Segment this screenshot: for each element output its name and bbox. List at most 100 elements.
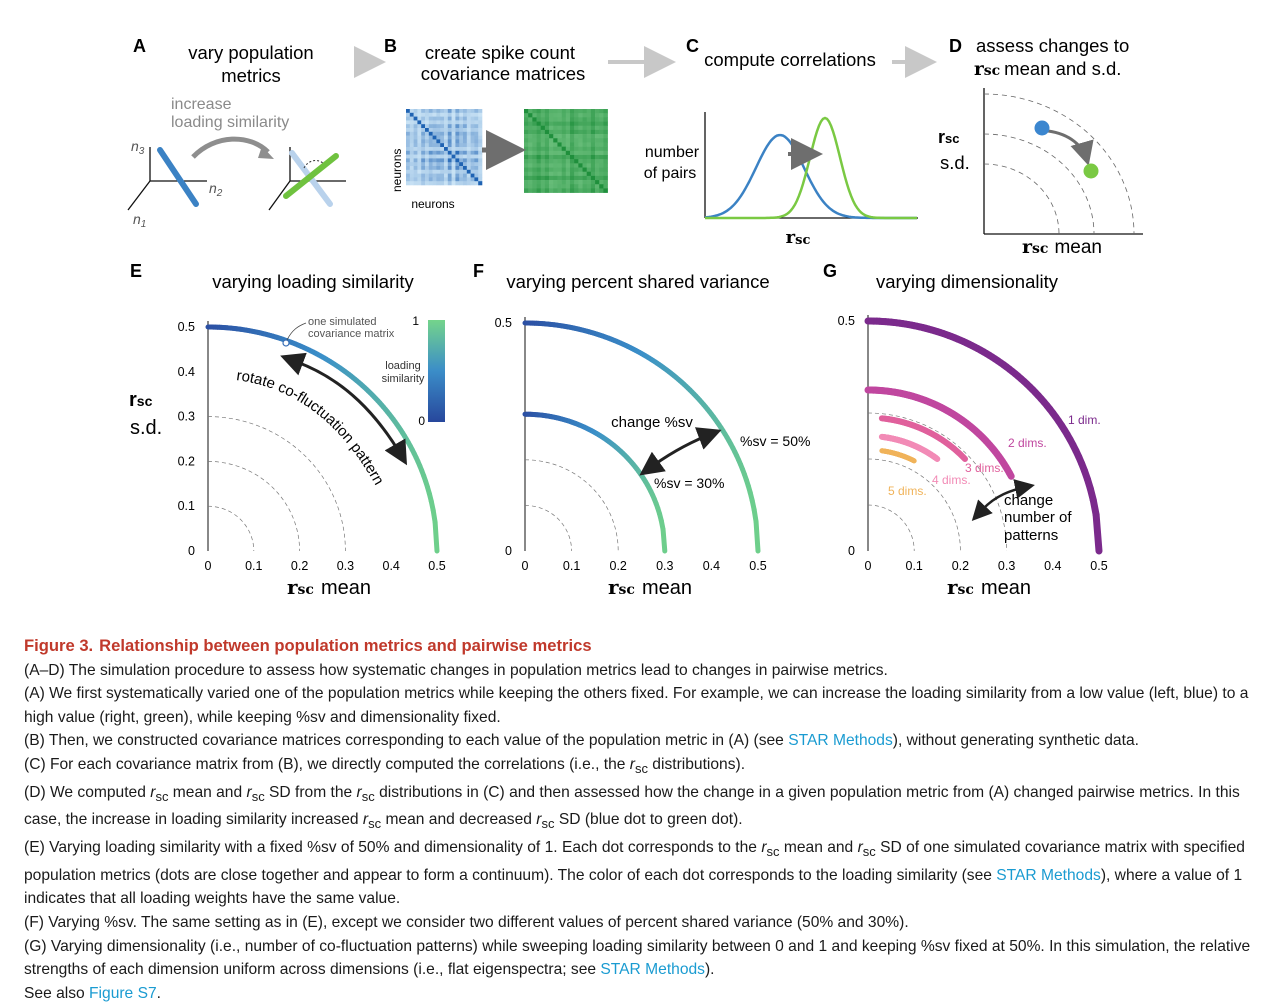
matrix-cell-green [583,151,587,155]
panel-b-title-1: create spike count [425,42,575,63]
panel-f-annotations: change %sv %sv = 50% %sv = 30% [611,414,810,491]
matrix-cell-green [578,172,582,176]
matrix-cell-blue [421,139,425,143]
matrix-cell-green [595,180,599,184]
y-tick-label: 0.2 [178,454,195,468]
matrix-cell-blue [406,174,410,178]
star-methods-link-2[interactable]: STAR Methods [996,867,1101,884]
matrix-cell-blue [417,113,421,117]
caption-p4: (C) For each covariance matrix from (B),… [24,753,1254,781]
dimension-label: 2 dims. [1008,436,1047,450]
matrix-cell-green [528,134,532,138]
matrix-cell-blue [471,132,475,136]
matrix-cell-blue [474,143,478,147]
matrix-cell-blue [478,124,482,128]
matrix-cell-blue [455,120,459,124]
matrix-cell-green [557,117,561,121]
matrix-cell-green [578,130,582,134]
matrix-cell-blue [433,177,437,181]
matrix-cell-green [603,117,607,121]
matrix-cell-blue [414,170,418,174]
matrix-cell-green [537,159,541,163]
matrix-cell-blue [425,117,429,121]
matrix-cell-blue [467,139,471,143]
matrix-cell-blue [448,151,452,155]
matrix-cell-blue [417,174,421,178]
dashed-arc [984,94,1134,234]
matrix-cell-green [532,155,536,159]
matrix-cell-blue [406,155,410,159]
matrix-cell-green [574,122,578,126]
matrix-cell-blue [433,113,437,117]
matrix-cell-blue [410,128,414,132]
star-methods-link-3[interactable]: STAR Methods [600,961,705,978]
matrix-cell-green [532,163,536,167]
matrix-cell-blue [452,177,456,181]
matrix-cell-blue [459,174,463,178]
matrix-cell-blue [459,177,463,181]
panel-g-title: varying dimensionality [876,271,1059,292]
matrix-ylabel: neurons [390,149,404,192]
change-sv-arrow [654,432,716,465]
matrix-cell-green [603,138,607,142]
matrix-cell-green [532,168,536,172]
caption-p3: (B) Then, we constructed covariance matr… [24,729,1254,753]
matrix-cell-green [545,126,549,130]
matrix-cell-blue [478,155,482,159]
matrix-cell-green [537,130,541,134]
matrix-cell-green [574,184,578,188]
figure-s7-link[interactable]: Figure S7 [89,985,157,1002]
matrix-cell-green [549,109,553,113]
matrix-cell-green [595,188,599,192]
matrix-cell-green [562,176,566,180]
matrix-cell-blue [425,113,429,117]
matrix-cell-blue [417,117,421,121]
matrix-cell-green [557,180,561,184]
panel-c: C compute correlations number of pairs r… [644,36,918,248]
matrix-cell-green [562,168,566,172]
matrix-cell-blue [463,132,467,136]
caption-p1: (A–D) The simulation procedure to assess… [24,659,1254,683]
change-patterns-label-1: change [1004,492,1053,509]
matrix-cell-green [587,155,591,159]
matrix-cell-green [557,147,561,151]
matrix-cell-blue [463,109,467,113]
matrix-cell-blue [421,120,425,124]
matrix-cell-green [603,130,607,134]
matrix-cell-blue [455,147,459,151]
matrix-cell-blue [459,124,463,128]
matrix-cell-green [541,147,545,151]
matrix-cell-green [557,138,561,142]
matrix-cell-green [545,168,549,172]
matrix-cell-blue [455,170,459,174]
matrix-cell-green [557,109,561,113]
matrix-cell-blue [406,124,410,128]
matrix-cell-green [587,117,591,121]
matrix-cell-blue [414,177,418,181]
matrix-cell-blue [421,155,425,159]
matrix-cell-green [528,184,532,188]
matrix-cell-blue [436,136,440,140]
matrix-cell-blue [425,151,429,155]
matrix-cell-green [524,134,528,138]
matrix-cell-blue [417,170,421,174]
matrix-cell-blue [448,139,452,143]
matrix-cell-green [532,138,536,142]
matrix-cell-green [566,134,570,138]
matrix-cell-blue [425,162,429,166]
matrix-cell-green [532,126,536,130]
matrix-cell-blue [444,147,448,151]
matrix-cell-green [545,172,549,176]
matrix-cell-green [583,180,587,184]
matrix-cell-green [557,134,561,138]
matrix-cell-blue [433,162,437,166]
matrix-cell-green [599,155,603,159]
matrix-cell-green [566,159,570,163]
star-methods-link-1[interactable]: STAR Methods [788,732,893,749]
matrix-cell-blue [433,136,437,140]
matrix-cell-blue [425,136,429,140]
matrix-cell-blue [410,177,414,181]
matrix-cell-green [583,159,587,163]
matrix-cell-blue [417,128,421,132]
matrix-cell-blue [444,113,448,117]
